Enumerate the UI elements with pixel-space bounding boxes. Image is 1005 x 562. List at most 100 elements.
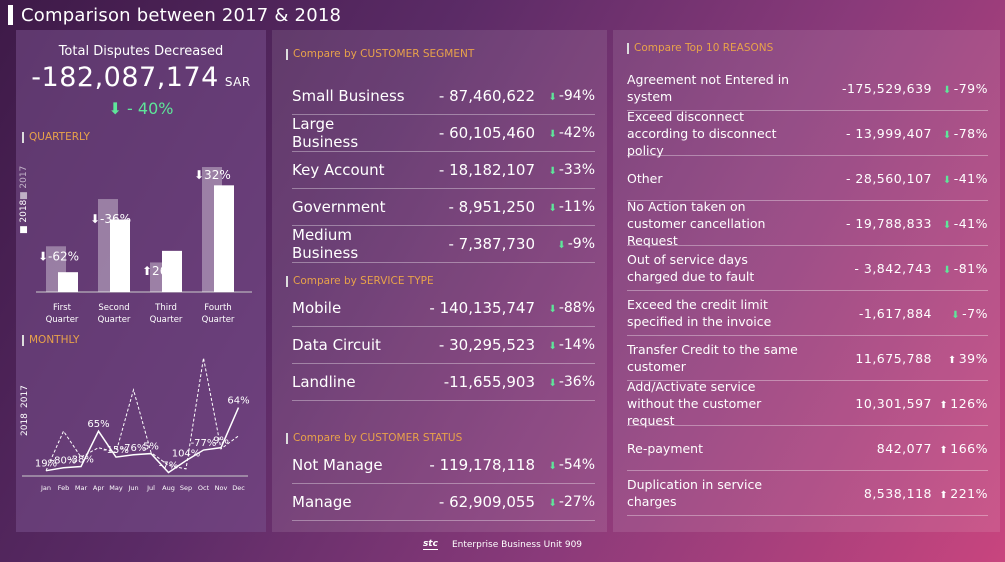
tick-label: Quarter [202, 315, 235, 325]
pct-text: 166% [950, 440, 988, 456]
row-value: 842,077 [876, 440, 932, 456]
tick-label: May [109, 484, 123, 492]
list-item[interactable]: Large Business - 60,105,460 ⬇ -42% [292, 115, 595, 152]
bar-2018 [110, 219, 130, 292]
list-item[interactable]: No Action taken on customer cancellation… [627, 198, 988, 248]
row-value: - 62,909,055 [438, 493, 535, 511]
list-item[interactable]: Government - 8,951,250 ⬇ -11% [292, 189, 595, 226]
row-pct: ⬇ -11% [543, 199, 595, 215]
reasons-panel: Compare Top 10 REASONS Agreement not Ente… [613, 30, 1000, 532]
row-pct: ⬇ -41% [938, 171, 988, 186]
pct-text: -41% [953, 170, 988, 186]
row-pct: ⬇ -7% [938, 306, 988, 321]
row-value: - 3,842,743 [854, 260, 932, 276]
data-label: -77% [191, 438, 217, 449]
row-value: 10,301,597 [855, 395, 932, 411]
row-pct: ⬆ 166% [938, 441, 988, 456]
title-text: Comparison between 2017 & 2018 [21, 4, 342, 26]
row-value: -11,655,903 [443, 373, 535, 391]
list-item[interactable]: Out of service days charged due to fault… [627, 246, 988, 291]
row-pct: ⬆ 126% [938, 396, 988, 411]
row-pct: ⬇ -79% [938, 81, 988, 96]
tick-label: Apr [93, 484, 105, 492]
data-label: 104% [172, 449, 201, 460]
row-name: Duplication in service charges [627, 477, 763, 509]
data-label: 9% [213, 436, 229, 447]
row-value: - 7,387,730 [448, 235, 535, 253]
row-value: -175,529,639 [841, 80, 932, 96]
pct-text: -9% [567, 236, 595, 252]
data-label: 5% [143, 442, 159, 453]
row-value: - 119,178,118 [429, 456, 535, 474]
arrow-down-icon: ⬇ [951, 309, 961, 321]
pct-text: -42% [558, 125, 595, 141]
arrow-down-icon: ⬇ [548, 304, 557, 315]
pct-text: 126% [950, 395, 988, 411]
data-label: -15% [103, 445, 129, 456]
list-item[interactable]: Medium Business - 7,387,730 ⬇ -9% [292, 226, 595, 263]
data-label: 65% [87, 419, 109, 430]
list-item[interactable]: Manage - 62,909,055 ⬇ -27% [292, 484, 595, 521]
row-name: No Action taken on customer cancellation… [627, 198, 766, 248]
list-item[interactable]: Key Account - 18,182,107 ⬇ -33% [292, 152, 595, 189]
row-name: Data Circuit [292, 336, 381, 354]
list-item[interactable]: Transfer Credit to the same customer 11,6… [627, 336, 988, 381]
list-item[interactable]: Exceed the credit limit specified in the… [627, 291, 988, 336]
legend-2017: ■ 2017 [19, 166, 29, 200]
row-value: - 87,460,622 [438, 87, 535, 105]
list-item[interactable]: Not Manage - 119,178,118 ⬇ -54% [292, 447, 595, 484]
tick-label: Third [154, 303, 177, 313]
tick-label: Jul [146, 484, 155, 492]
footer-text: Enterprise Business Unit 909 [451, 539, 583, 550]
pct-text: -11% [558, 199, 595, 215]
arrow-up-icon: ⬆ [939, 444, 949, 456]
row-name: Exceed the credit limit specified in the… [627, 297, 772, 329]
row-pct: ⬆ 221% [938, 486, 988, 501]
arrow-down-icon: ⬇ [942, 84, 952, 96]
list-item[interactable]: Landline -11,655,903 ⬇ -36% [292, 364, 595, 401]
list-item[interactable]: Agreement not Entered in system -175,529,… [627, 66, 988, 111]
heading-text: Compare Top 10 REASONS [634, 42, 774, 54]
list-item[interactable]: Small Business - 87,460,622 ⬇ -94% [292, 78, 595, 115]
pct-text: -7% [962, 305, 988, 321]
list-item[interactable]: Add/Activate service without the custome… [627, 379, 988, 428]
list-item[interactable]: Exceed disconnect according to disconnec… [627, 109, 988, 158]
list-item[interactable]: Mobile - 140,135,747 ⬇ -88% [292, 290, 595, 327]
pct-text: -54% [558, 457, 595, 473]
pct-text: -81% [953, 260, 988, 276]
arrow-up-icon: ⬆ [939, 489, 949, 501]
data-label: ⬆26% [142, 264, 179, 278]
heading-tick [286, 432, 288, 444]
kpi-value: -182,087,174 SAR [31, 62, 251, 93]
pct-text: -14% [558, 337, 595, 353]
row-value: - 30,295,523 [438, 336, 535, 354]
row-value: -1,617,884 [858, 305, 932, 321]
monthly-chart: 2018 2017 Jan 19% Feb -80% Mar -38% Apr 65% May -15… [20, 357, 250, 492]
tick-label: Jan [40, 484, 51, 492]
summary-panel: Total Disputes Decreased -182,087,174 SAR… [16, 30, 266, 532]
row-pct: ⬇ -36% [543, 374, 595, 390]
row-value: 8,538,118 [863, 485, 932, 501]
arrow-down-icon: ⬇ [942, 129, 952, 141]
data-label: -7% [159, 460, 178, 471]
tick-label: Oct [198, 484, 210, 492]
list-item[interactable]: Data Circuit - 30,295,523 ⬇ -14% [292, 327, 595, 364]
heading-tick [627, 42, 629, 54]
pct-text: -33% [558, 162, 595, 178]
row-pct: ⬇ -81% [938, 261, 988, 276]
row-name: Large Business [292, 115, 359, 151]
footer: stc Enterprise Business Unit 909 [0, 539, 1005, 550]
pct-text: -88% [558, 300, 595, 316]
list-item[interactable]: Other - 28,560,107 ⬇ -41% [627, 156, 988, 201]
row-pct: ⬇ -27% [543, 494, 595, 510]
list-item[interactable]: Duplication in service charges 8,538,118 ⬆… [627, 471, 988, 516]
reasons-heading: Compare Top 10 REASONS [627, 42, 773, 54]
arrow-down-icon: ⬇ [548, 92, 557, 103]
row-name: Landline [292, 373, 356, 391]
tick-label: Fourth [204, 303, 231, 313]
heading-tick [286, 275, 288, 287]
row-pct: ⬇ -94% [543, 88, 595, 104]
arrow-up-icon: ⬆ [947, 354, 957, 366]
row-pct: ⬇ -33% [543, 162, 595, 178]
list-item[interactable]: Re-payment 842,077 ⬆ 166% [627, 426, 988, 471]
